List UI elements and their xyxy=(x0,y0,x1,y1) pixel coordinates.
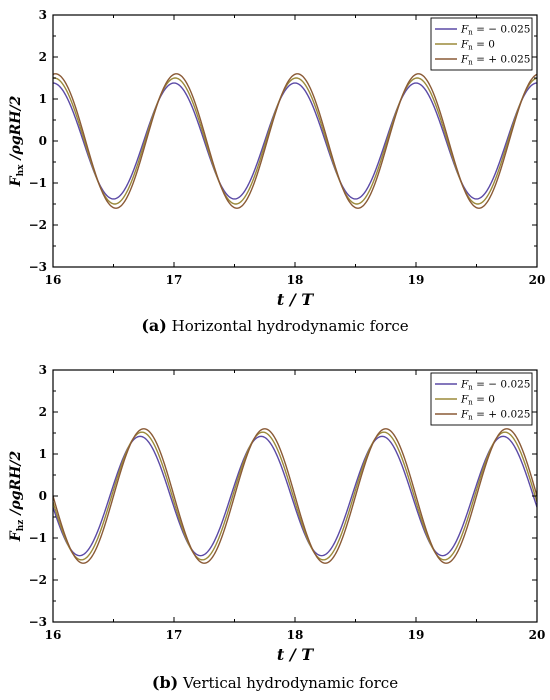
legend-label-3: Fn = + 0.025 xyxy=(460,409,530,422)
x-tick-label: 19 xyxy=(408,628,425,642)
x-tick-label: 17 xyxy=(166,273,183,287)
x-tick-label: 16 xyxy=(45,628,62,642)
y-tick-label: 1 xyxy=(39,447,47,461)
y-axis-label-rest: /ρgRH/2 xyxy=(8,451,24,520)
legend-label-value: = + 0.025 xyxy=(473,54,531,66)
legend-label-var: F xyxy=(460,394,469,406)
legend-label-var: F xyxy=(460,39,469,51)
legend-label-sub: n xyxy=(468,59,473,67)
x-tick-label: 20 xyxy=(529,273,546,287)
x-tick-label: 18 xyxy=(287,273,304,287)
x-tick-label: 20 xyxy=(529,628,546,642)
y-tick-label: 0 xyxy=(39,489,47,503)
x-axis-label: t / T xyxy=(277,645,314,664)
legend-label-1: Fn = − 0.025 xyxy=(460,379,530,392)
y-axis-label-main: F xyxy=(8,530,24,542)
series-group xyxy=(53,73,537,209)
legend-label-2: Fn = 0 xyxy=(460,39,495,52)
x-tick-label: 16 xyxy=(45,273,62,287)
legend-label-sub: n xyxy=(468,414,473,422)
y-tick-label: 1 xyxy=(39,92,47,106)
legend-label-3: Fn = + 0.025 xyxy=(460,54,530,67)
panel-caption-letter: (a) xyxy=(141,316,167,335)
legend-label-var: F xyxy=(460,409,469,421)
x-tick-label: 17 xyxy=(166,628,183,642)
legend-label-value: = 0 xyxy=(473,39,495,51)
y-tick-label: −1 xyxy=(29,176,47,190)
panel-caption-text: Horizontal hydrodynamic force xyxy=(167,317,409,335)
y-axis-label: Fhz /ρgRH/2 xyxy=(8,451,26,543)
legend-label-sub: n xyxy=(468,29,473,37)
y-tick-label: 0 xyxy=(39,134,47,148)
series-line-1 xyxy=(53,435,537,557)
legend-label-sub: n xyxy=(468,384,473,392)
legend-label-2: Fn = 0 xyxy=(460,394,495,407)
chart-panel-a: 3 2 1 0 −1 −2 −316 17 18 19 20 t / T Fhx /ρgRH/2 (a) … xyxy=(8,8,545,335)
y-tick-label: −1 xyxy=(29,531,47,545)
legend-label-value: = − 0.025 xyxy=(473,24,531,36)
legend-label-value: = 0 xyxy=(473,394,495,406)
y-tick-label: −3 xyxy=(29,615,47,629)
y-axis-label-sub: hz xyxy=(16,520,26,532)
y-tick-label: −2 xyxy=(29,218,47,232)
x-tick-label: 19 xyxy=(408,273,425,287)
legend-label-value: = + 0.025 xyxy=(473,409,531,421)
y-tick-label: 2 xyxy=(39,50,47,64)
x-tick-label: 18 xyxy=(287,628,304,642)
legend-label-var: F xyxy=(460,379,469,391)
y-tick-label: 3 xyxy=(39,363,47,377)
chart-panel-b: 3 2 1 0 −1 −2 −316 17 18 19 20 t / T Fhz /ρgRH/2 (b) … xyxy=(8,363,545,692)
panel-caption-letter: (b) xyxy=(152,673,178,692)
legend-label-sub: n xyxy=(468,399,473,407)
y-axis-label-rest: /ρgRH/2 xyxy=(8,95,24,164)
y-tick-label: −2 xyxy=(29,573,47,587)
panel-caption: (a) Horizontal hydrodynamic force xyxy=(141,316,408,335)
y-tick-label: 2 xyxy=(39,405,47,419)
y-axis-label: Fhx /ρgRH/2 xyxy=(8,95,26,187)
legend-label-1: Fn = − 0.025 xyxy=(460,24,530,37)
series-line-2 xyxy=(53,77,537,205)
panel-caption-text: Vertical hydrodynamic force xyxy=(178,674,398,692)
series-line-3 xyxy=(53,73,537,209)
panel-caption: (b) Vertical hydrodynamic force xyxy=(152,673,398,692)
y-tick-label: 3 xyxy=(39,8,47,22)
legend-label-value: = − 0.025 xyxy=(473,379,531,391)
legend-label-sub: n xyxy=(468,44,473,52)
legend-label-var: F xyxy=(460,54,469,66)
series-group xyxy=(53,428,537,564)
series-line-3 xyxy=(53,428,537,564)
y-tick-label: −3 xyxy=(29,260,47,274)
x-axis-label: t / T xyxy=(277,290,314,309)
y-axis-label-main: F xyxy=(8,175,24,187)
y-axis-label-sub: hx xyxy=(16,164,26,177)
legend-label-var: F xyxy=(460,24,469,36)
series-line-1 xyxy=(53,82,537,200)
